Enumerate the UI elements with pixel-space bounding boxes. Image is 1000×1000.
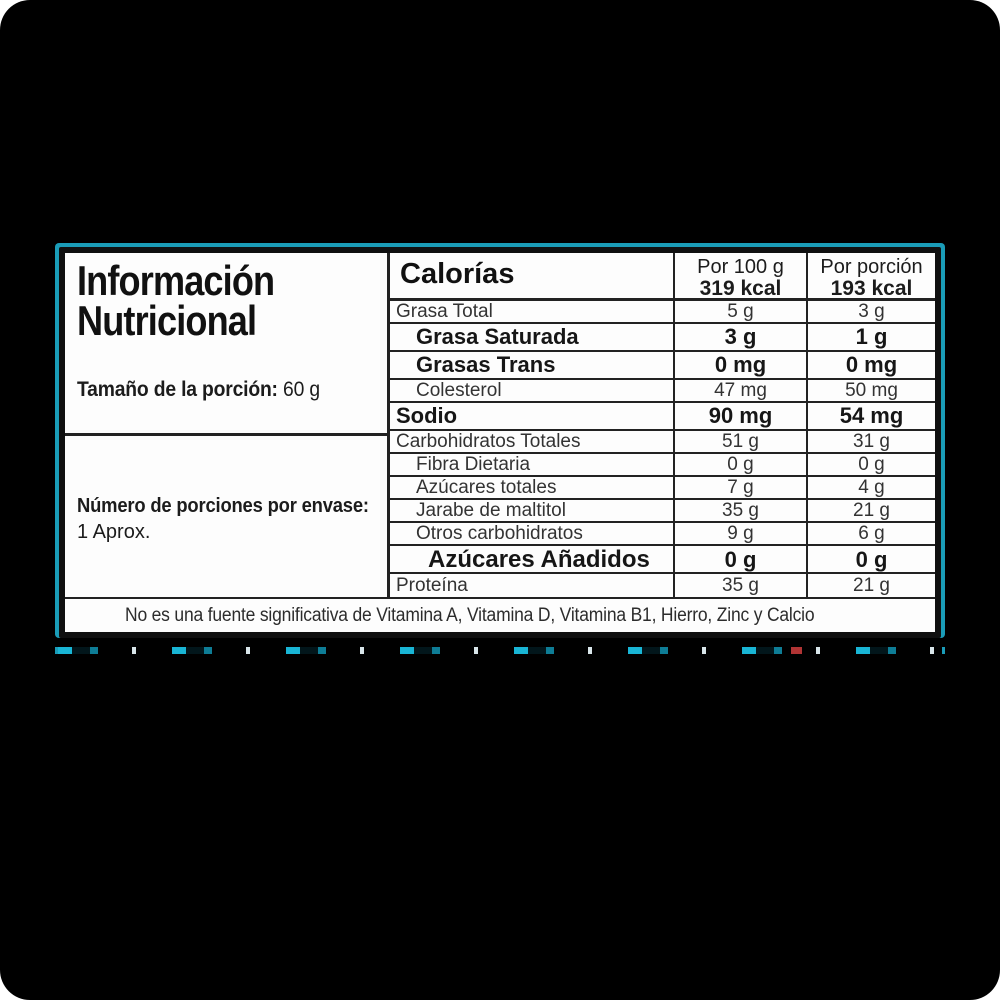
table-header: Calorías Por 100 g 319 kcal Por porción … (390, 253, 935, 301)
row-value-per100: 7 g (673, 477, 806, 499)
per-100g-label: Por 100 g (697, 256, 784, 278)
row-name: Proteína (396, 574, 468, 596)
row-value-per100: 47 mg (673, 380, 806, 402)
row-name: Carbohidratos Totales (396, 431, 581, 452)
row-value-portion: 0 g (806, 546, 935, 574)
label-title: Información Nutricional (77, 257, 275, 344)
row-value-portion: 0 mg (806, 352, 935, 378)
row-name: Fibra Dietaria (416, 454, 531, 475)
row-name: Colesterol (416, 380, 502, 401)
row-name: Jarabe de maltitol (416, 500, 566, 521)
row-name: Azúcares Añadidos (428, 546, 650, 573)
nutrition-table: Calorías Por 100 g 319 kcal Por porción … (390, 253, 935, 597)
per-portion-column-header: Por porción 193 kcal (806, 253, 935, 301)
label-title-line2: Nutricional (77, 296, 257, 344)
row-value-per100: 0 mg (673, 352, 806, 378)
row-value-per100: 9 g (673, 523, 806, 545)
per-100g-kcal: 319 kcal (699, 277, 782, 300)
calories-header: Calorías (400, 258, 515, 290)
servings-per-container-label: Número de porciones por envase: (77, 495, 369, 517)
table-row: Proteína 35 g 21 g (390, 574, 935, 597)
row-value-portion: 31 g (806, 431, 935, 453)
row-value-per100: 35 g (673, 500, 806, 522)
row-value-portion: 0 g (806, 454, 935, 476)
row-value-portion: 21 g (806, 500, 935, 522)
nutrition-label: Información Nutricional Tamaño de la por… (55, 243, 945, 638)
row-value-per100: 51 g (673, 431, 806, 453)
servings-per-container-value: 1 Aprox. (77, 521, 151, 543)
row-value-per100: 0 g (673, 454, 806, 476)
row-value-portion: 50 mg (806, 380, 935, 402)
label-title-line1: Información (77, 257, 275, 304)
table-row: Grasas Trans 0 mg 0 mg (390, 352, 935, 380)
label-body: Información Nutricional Tamaño de la por… (65, 253, 935, 597)
row-value-per100: 90 mg (673, 403, 806, 429)
row-value-portion: 1 g (806, 324, 935, 350)
table-row: Jarabe de maltitol 35 g 21 g (390, 500, 935, 523)
row-value-portion: 6 g (806, 523, 935, 545)
footnote: No es una fuente significativa de Vitami… (125, 604, 815, 626)
label-inner: Información Nutricional Tamaño de la por… (59, 247, 941, 638)
table-row: Sodio 90 mg 54 mg (390, 403, 935, 431)
serving-size: Tamaño de la porción: 60 g (77, 378, 320, 402)
row-value-per100: 3 g (673, 324, 806, 350)
glitch-strip (55, 647, 945, 654)
row-name: Azúcares totales (416, 477, 557, 498)
table-row: Colesterol 47 mg 50 mg (390, 380, 935, 403)
table-row: Otros carbohidratos 9 g 6 g (390, 523, 935, 546)
row-name: Grasa Saturada (416, 324, 579, 349)
nutrition-rows: Grasa Total 5 g 3 g Grasa Saturada 3 g 1… (390, 301, 935, 597)
table-row: Azúcares Añadidos 0 g 0 g (390, 546, 935, 574)
row-value-portion: 21 g (806, 574, 935, 597)
table-row: Fibra Dietaria 0 g 0 g (390, 454, 935, 477)
row-value-portion: 4 g (806, 477, 935, 499)
row-name: Grasa Total (396, 301, 493, 322)
row-name: Otros carbohidratos (416, 523, 583, 544)
table-row: Grasa Total 5 g 3 g (390, 301, 935, 324)
per-portion-label: Por porción (820, 256, 923, 278)
table-row: Grasa Saturada 3 g 1 g (390, 324, 935, 352)
footnote-row: No es una fuente significativa de Vitami… (65, 597, 935, 632)
row-value-portion: 54 mg (806, 403, 935, 429)
serving-size-label: Tamaño de la porción: (77, 378, 278, 401)
per-portion-kcal: 193 kcal (830, 277, 913, 300)
row-value-per100: 0 g (673, 546, 806, 574)
row-value-per100: 5 g (673, 301, 806, 323)
row-value-per100: 35 g (673, 574, 806, 597)
per-100g-column-header: Por 100 g 319 kcal (673, 253, 806, 301)
row-name: Grasas Trans (416, 352, 556, 377)
table-row: Azúcares totales 7 g 4 g (390, 477, 935, 500)
section-divider (65, 433, 387, 436)
serving-size-value: 60 g (283, 378, 320, 401)
label-left-panel: Información Nutricional Tamaño de la por… (65, 253, 390, 597)
table-row: Carbohidratos Totales 51 g 31 g (390, 431, 935, 454)
row-value-portion: 3 g (806, 301, 935, 323)
row-name: Sodio (396, 403, 458, 428)
